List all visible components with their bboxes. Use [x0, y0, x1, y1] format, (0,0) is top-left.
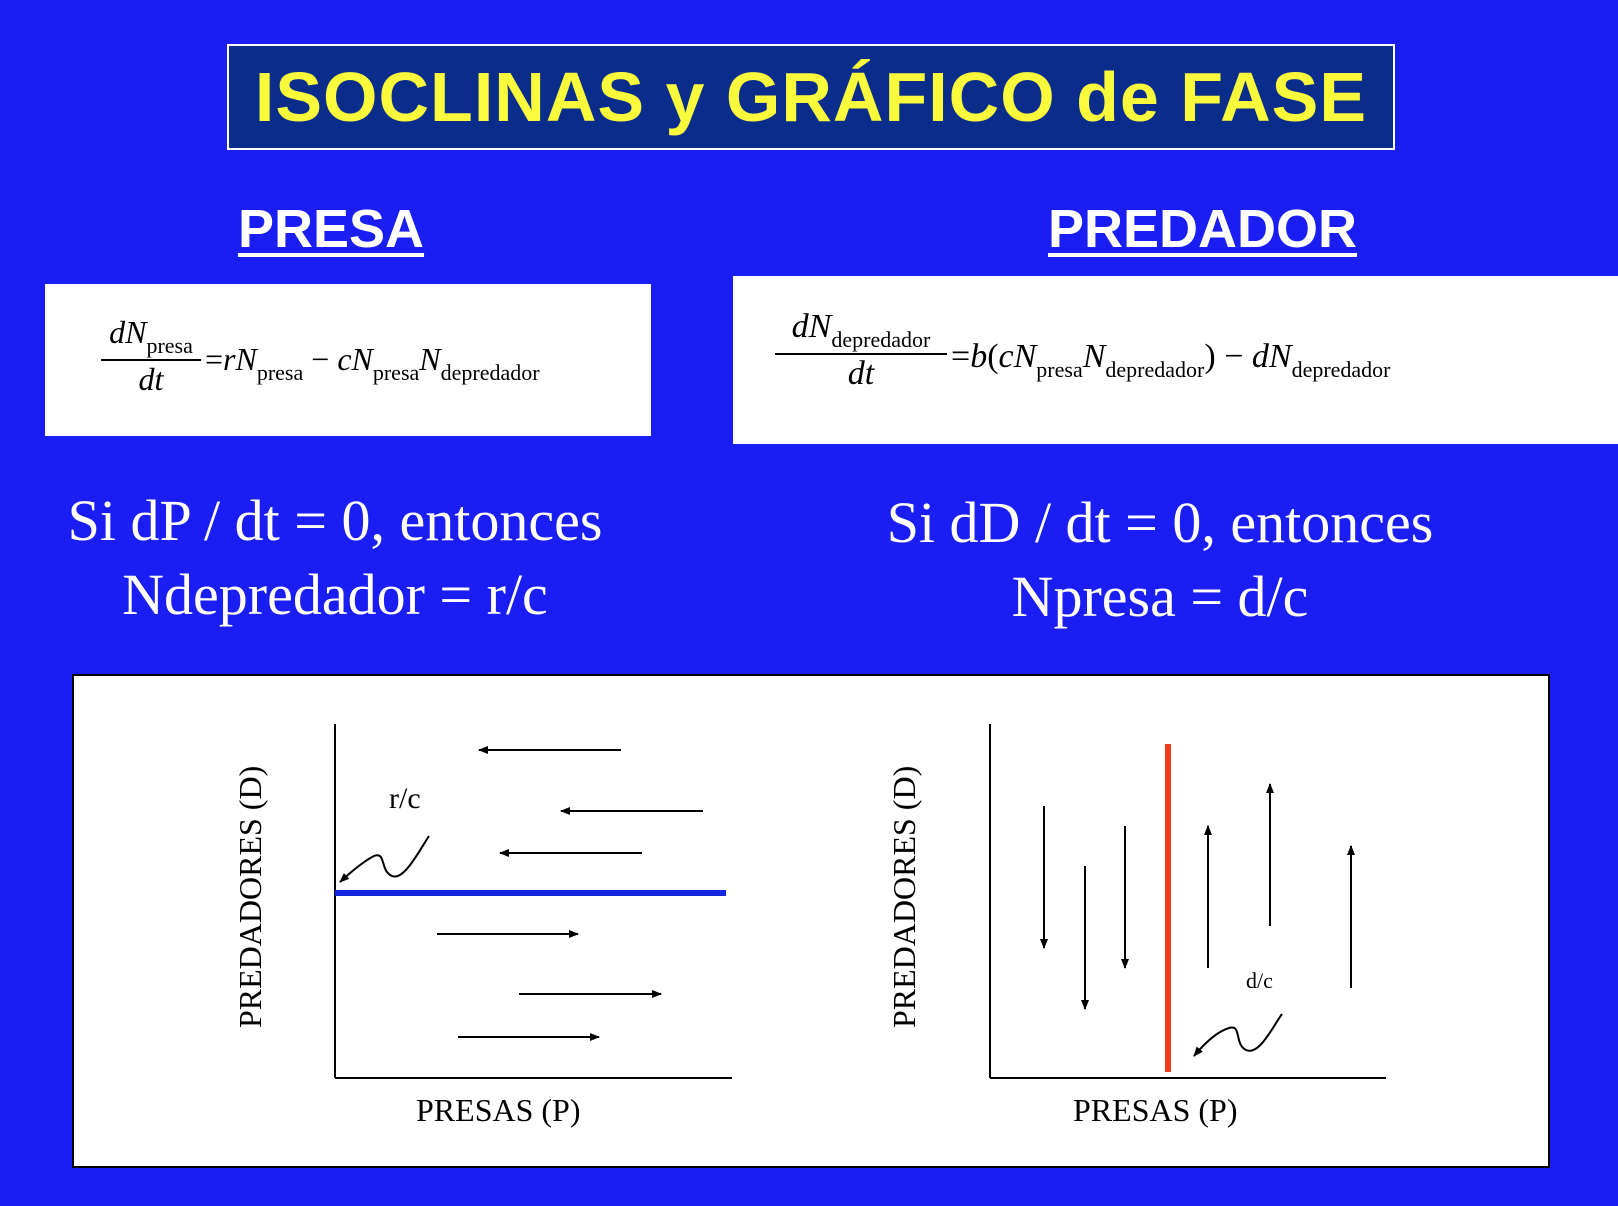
predador-close-paren: ) [1204, 338, 1216, 375]
presa-heading: PRESA [238, 199, 425, 259]
presa-term3: N [419, 341, 441, 377]
presa-rhs: =rNpresa − cNpresaNdepredador [205, 341, 540, 386]
presa-lhs-den: dt [138, 361, 164, 397]
left-y-axis-label: PREDADORES (D) [232, 765, 268, 1028]
predador-derivative: dNdepredador dt [775, 308, 947, 393]
slide-title: ISOCLINAS y GRÁFICO de FASE [254, 58, 1368, 136]
presa-term2: cN [337, 341, 373, 377]
right-graph [989, 724, 1386, 1079]
left-squiggle-pointer [339, 835, 430, 883]
predador-term1-sub: presa [1036, 357, 1083, 382]
presa-condition: Si dP / dt = 0, entonces Ndepredador = r… [20, 484, 650, 632]
predador-term1: cN [998, 338, 1037, 375]
presa-lhs-num: dN [109, 314, 147, 350]
right-isocline-label: d/c [1246, 968, 1273, 993]
presa-term1-sub: presa [256, 360, 304, 385]
presa-fraction-bar [101, 359, 201, 361]
presa-lhs-num-sub: presa [146, 333, 193, 358]
presa-minus: − [311, 341, 330, 377]
predador-minus: − [1224, 338, 1244, 375]
right-x-axis-label: PRESAS (P) [1073, 1092, 1238, 1128]
presa-term3-sub: depredador [440, 360, 540, 385]
presa-derivative: dNpresa dt [101, 314, 201, 398]
predador-heading: PREDADOR [1048, 199, 1358, 259]
predador-fraction-bar [775, 353, 947, 355]
presa-term1: rN [223, 341, 257, 377]
predador-lhs-num: dN [791, 308, 832, 345]
presa-equals: = [205, 341, 224, 377]
predador-open-paren: ( [987, 338, 999, 375]
phase-graphs-panel: PREDADORES (D) PRESAS (P) r/c PREDADORES… [72, 674, 1550, 1168]
predador-b: b [970, 338, 988, 375]
title-box: ISOCLINAS y GRÁFICO de FASE [227, 44, 1395, 150]
predador-equation-box: dNdepredador dt =b(cNpresaNdepredador) −… [733, 276, 1618, 444]
predador-lhs-num-sub: depredador [831, 327, 931, 352]
right-squiggle-pointer [1193, 1013, 1283, 1057]
predador-equals: = [951, 338, 971, 375]
predador-rhs: =b(cNpresaNdepredador) − dNdepredador [951, 338, 1391, 383]
predador-term2: N [1082, 338, 1106, 375]
presa-equation-box: dNpresa dt =rNpresa − cNpresaNdepredador [45, 284, 651, 436]
predador-lhs-den: dt [847, 355, 875, 392]
predador-term3-sub: depredador [1291, 357, 1391, 382]
predador-condition-line1: Si dD / dt = 0, entonces [886, 490, 1434, 555]
left-graph [334, 724, 732, 1079]
phase-graphs-svg [334, 724, 1386, 1079]
predador-term2-sub: depredador [1105, 357, 1205, 382]
predador-condition: Si dD / dt = 0, entonces Npresa = d/c [830, 486, 1490, 634]
left-isocline-label: r/c [389, 782, 421, 815]
presa-condition-line1: Si dP / dt = 0, entonces [67, 488, 603, 553]
left-x-axis-label: PRESAS (P) [416, 1092, 581, 1128]
presa-term2-sub: presa [372, 360, 420, 385]
right-y-axis-label: PREDADORES (D) [886, 765, 922, 1028]
predador-term3: dN [1251, 338, 1292, 375]
presa-condition-line2: Ndepredador = r/c [122, 562, 548, 627]
predador-condition-line2: Npresa = d/c [1011, 564, 1309, 629]
